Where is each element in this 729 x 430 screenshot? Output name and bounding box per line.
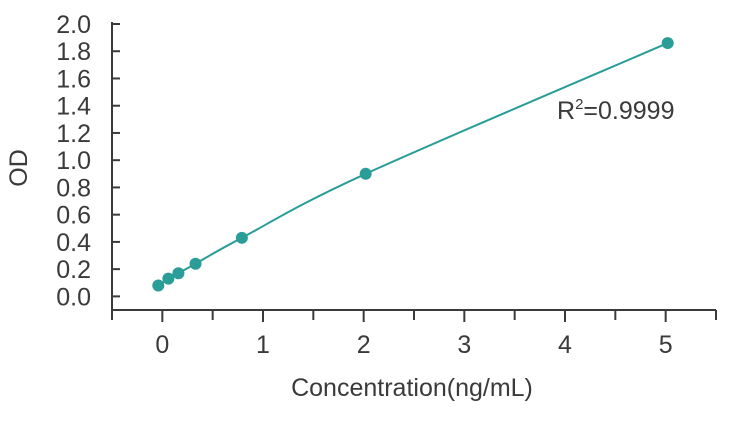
r-squared-superscript: 2 [575, 96, 583, 113]
data-point [162, 272, 175, 285]
y-tick-label: 0.0 [56, 283, 91, 311]
y-tick-label: 0.6 [56, 202, 91, 230]
data-point [235, 231, 248, 244]
x-tick-label: 1 [256, 331, 270, 359]
r-squared-annotation: R2=0.9999 [557, 96, 674, 125]
data-point [661, 37, 674, 50]
y-tick-label: 0.8 [56, 174, 91, 202]
y-tick-label: 1.8 [56, 38, 91, 66]
data-point [172, 267, 185, 280]
data-points [152, 37, 674, 292]
x-tick-label: 4 [558, 331, 572, 359]
r-squared-value: =0.9999 [583, 97, 674, 125]
x-axis-label: Concentration(ng/mL) [291, 374, 533, 402]
y-tick-label: 1.4 [56, 93, 91, 121]
data-point [152, 279, 165, 292]
x-tick-label: 5 [659, 331, 673, 359]
x-tick-label: 0 [155, 331, 169, 359]
y-tick-label: 2.0 [56, 11, 91, 39]
y-tick-label: 1.6 [56, 65, 91, 93]
data-point [189, 257, 202, 270]
y-tick-label: 0.4 [56, 229, 91, 257]
x-axis-ticks: 0 1 2 3 4 5 [111, 310, 717, 359]
y-tick-label: 0.2 [56, 256, 91, 284]
r-squared-base: R [557, 97, 575, 125]
y-tick-label: 1.0 [56, 147, 91, 175]
y-tick-label: 1.2 [56, 120, 91, 148]
fit-curve [157, 42, 669, 287]
y-axis-ticks: 0.00.20.40.60.81.01.21.41.61.82.0 [56, 11, 120, 311]
data-point [359, 167, 372, 180]
y-axis-label: OD [5, 149, 33, 187]
x-tick-label: 2 [357, 331, 371, 359]
x-tick-label: 3 [457, 331, 471, 359]
